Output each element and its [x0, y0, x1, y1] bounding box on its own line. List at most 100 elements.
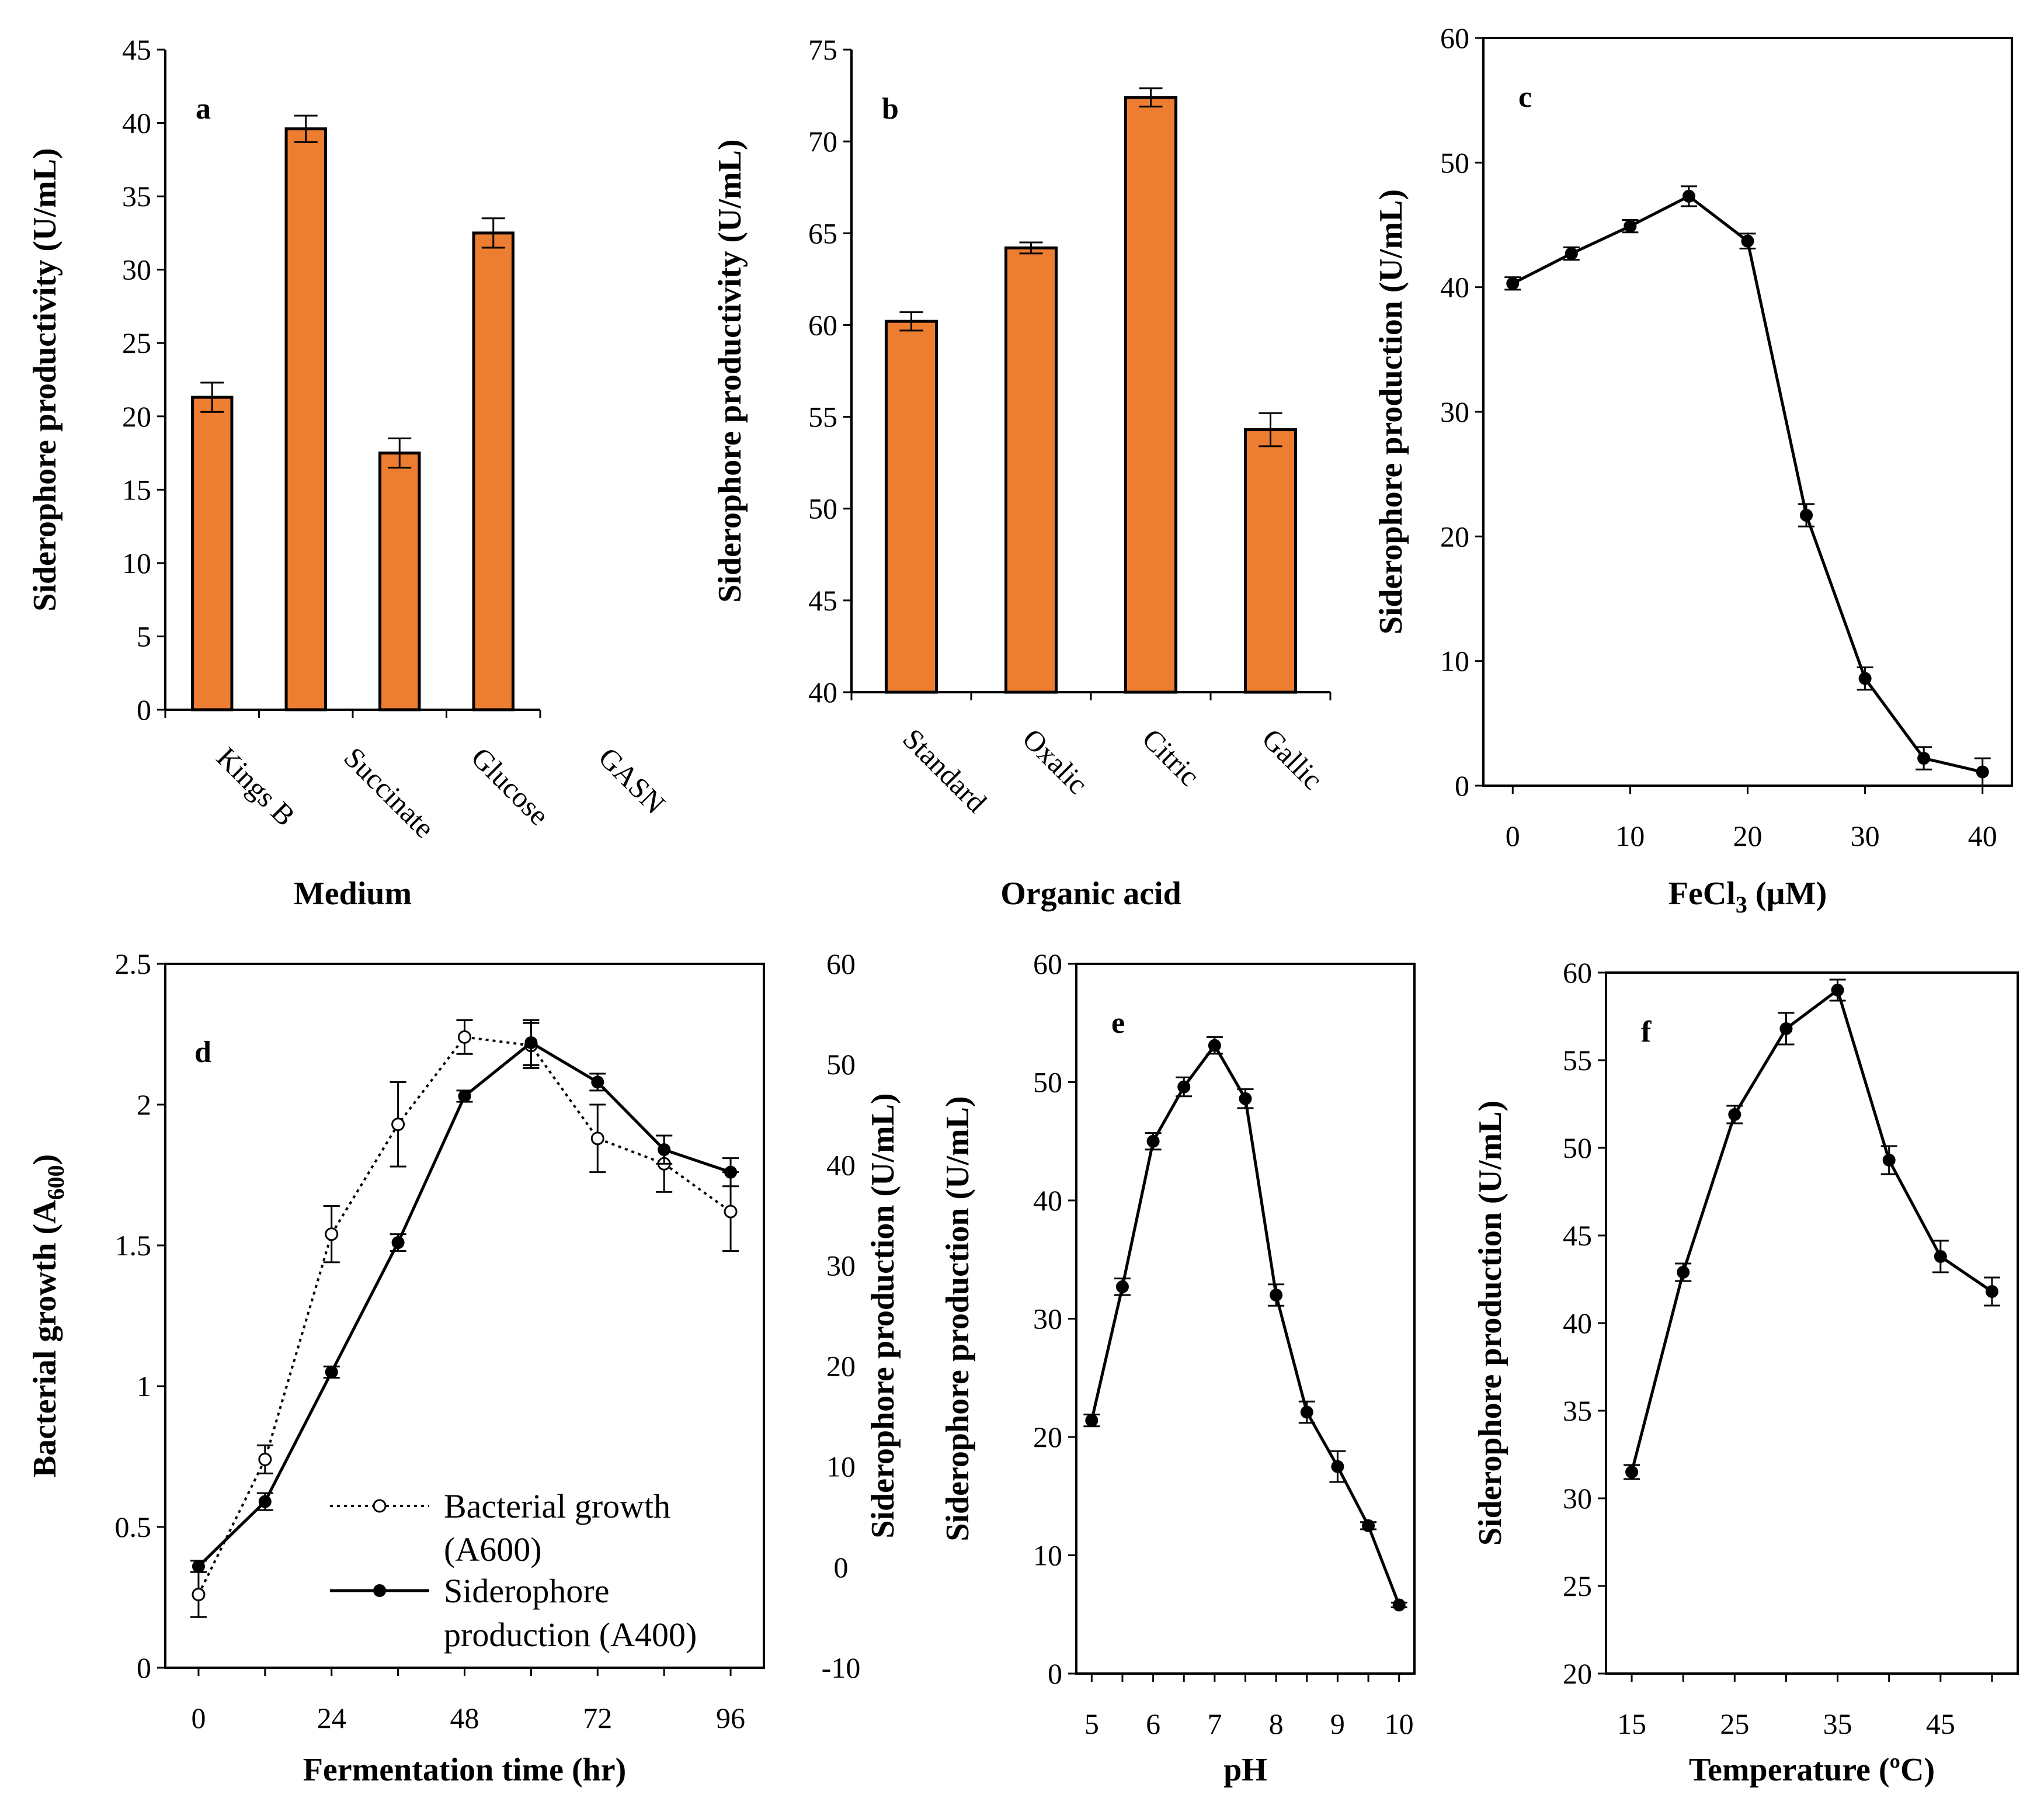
- x-tick-label: 45: [1926, 1707, 1955, 1740]
- x-tick-label: 10: [1385, 1707, 1414, 1740]
- bar-kings-b: [191, 395, 234, 711]
- chart-c: 0 10 20 30 40 50 60 0 10 20 30 40 c Siderophore produ…: [1373, 22, 2013, 918]
- x-category-label: Kings B: [210, 741, 301, 832]
- legend: Bacterial growth (A600) Siderophore product…: [330, 1487, 697, 1654]
- siderophore-point: [258, 1495, 272, 1508]
- chart-c-frame: [1482, 37, 2013, 787]
- bar-oxalic: [1004, 246, 1058, 694]
- data-point: [1085, 1414, 1099, 1427]
- data-point: [1506, 277, 1520, 290]
- data-point: [1177, 1080, 1191, 1094]
- y2-tick-label: 30: [826, 1249, 856, 1282]
- siderophore-point: [192, 1560, 205, 1573]
- y2-tick-label: 20: [826, 1350, 856, 1383]
- x-category-label: Oxalic: [1016, 722, 1094, 800]
- y-tick-label: 50: [1033, 1066, 1062, 1099]
- x-category-label: Gallic: [1256, 722, 1329, 796]
- y-tick-label: 20: [1033, 1421, 1062, 1453]
- panel-label-a: a: [196, 92, 211, 126]
- y2-tick-label: 50: [826, 1048, 856, 1081]
- data-point: [1858, 672, 1872, 685]
- x-title-unit: (µM): [1747, 876, 1827, 912]
- y-tick-label: 60: [1033, 947, 1062, 980]
- siderophore-point: [325, 1365, 338, 1379]
- x-tick-label: 35: [1823, 1707, 1852, 1740]
- y-tick-label: 10: [1440, 645, 1469, 678]
- growth-point: [192, 1588, 206, 1602]
- y-tick-label: 45: [1563, 1219, 1592, 1252]
- y-tick-label: 0: [1455, 769, 1469, 802]
- x-axis-title: Fermentation time (hr): [303, 1752, 627, 1788]
- x-title-main: FeCl: [1668, 876, 1736, 912]
- chart-b-y-tick-label: 75: [808, 33, 837, 66]
- x-category-label: Glucose: [465, 741, 555, 831]
- x-tick-label: 20: [1733, 820, 1763, 852]
- series-line: [1512, 194, 1983, 773]
- y-title-subscript: 600: [43, 1165, 69, 1200]
- x-axis-title: Medium: [294, 876, 412, 912]
- x-tick-label: 72: [583, 1702, 612, 1734]
- chart-a: 0 5 10 15 20 25 30 35 40 45 Kings B Succinate Glucos…: [27, 33, 672, 912]
- x-tick-label: 8: [1269, 1707, 1284, 1740]
- y-tick-label: 20: [1563, 1657, 1592, 1690]
- data-point: [1800, 509, 1813, 522]
- siderophore-point: [391, 1236, 405, 1249]
- y-tick-label: 30: [1033, 1303, 1062, 1335]
- y2-tick-label: 10: [826, 1450, 856, 1483]
- y-title-end: ): [27, 1154, 63, 1165]
- y-tick-label: 35: [1563, 1394, 1592, 1427]
- data-point: [1682, 189, 1695, 203]
- x-axis-title: Organic acid: [1000, 876, 1181, 912]
- data-point: [1917, 752, 1931, 765]
- x-category-label: GASN: [592, 741, 672, 820]
- growth-point: [724, 1205, 738, 1219]
- y-tick-label: 20: [1440, 520, 1469, 553]
- chart-b-y-tick-label: 50: [808, 492, 837, 525]
- data-point: [1741, 234, 1754, 248]
- y-tick-label: 40: [1563, 1307, 1592, 1339]
- legend-label-siderophore-2: production (A400): [444, 1616, 697, 1654]
- y-axis-title: Siderophore productivity (U/mL): [712, 139, 748, 602]
- chart-b-y-tick-label: 55: [808, 401, 837, 433]
- x-tick-label: 10: [1615, 820, 1645, 852]
- chart-a-y-tick-label: 15: [122, 473, 151, 506]
- chart-b-y-tick-label: 65: [808, 217, 837, 249]
- panel-label-b: b: [882, 92, 899, 126]
- y-tick-label: 40: [1440, 271, 1469, 304]
- data-point: [1565, 247, 1578, 261]
- x-axis-title: FeCl3 (µM): [1668, 876, 1827, 918]
- growth-point: [590, 1131, 604, 1146]
- data-point: [1934, 1250, 1947, 1263]
- y2-tick-label: 0: [834, 1551, 849, 1584]
- data-point: [1779, 1022, 1793, 1035]
- chart-a-y-tick-label: 30: [122, 254, 151, 286]
- chart-a-y-tick-label: 25: [122, 327, 151, 359]
- data-point: [1362, 1519, 1375, 1532]
- y-tick-label: 2: [137, 1088, 151, 1121]
- data-point: [1831, 984, 1844, 997]
- x-tick-label: 48: [450, 1702, 479, 1734]
- y-axis-title: Siderophore productivity (U/mL): [27, 148, 63, 611]
- x-category-label: Succinate: [338, 741, 441, 844]
- y-tick-label: 50: [1440, 146, 1469, 179]
- chart-b-y-tick-label: 70: [808, 125, 837, 158]
- y-tick-label: 30: [1440, 395, 1469, 428]
- bar-standard: [884, 320, 938, 694]
- data-point: [1208, 1039, 1221, 1052]
- data-point: [1146, 1134, 1160, 1148]
- x-tick-label: 5: [1084, 1707, 1099, 1740]
- data-point: [1115, 1280, 1129, 1293]
- chart-b-y-tick-label: 60: [808, 308, 837, 341]
- y-tick-label: 2.5: [115, 947, 152, 980]
- data-point: [1728, 1108, 1741, 1121]
- data-point: [1300, 1405, 1313, 1419]
- y-axis-title: Siderophore production (U/mL): [1472, 1101, 1508, 1546]
- y-tick-label: 10: [1033, 1539, 1062, 1572]
- bar-gasn: [472, 231, 515, 711]
- legend-marker-growth: [373, 1499, 387, 1513]
- chart-e: 0 10 20 30 40 50 60 5 6 7 8 9 10 e Siderophore product…: [940, 947, 1416, 1788]
- y-tick-label: 60: [1563, 956, 1592, 989]
- y-tick-label: 1: [137, 1370, 151, 1403]
- x-tick-label: 25: [1720, 1707, 1749, 1740]
